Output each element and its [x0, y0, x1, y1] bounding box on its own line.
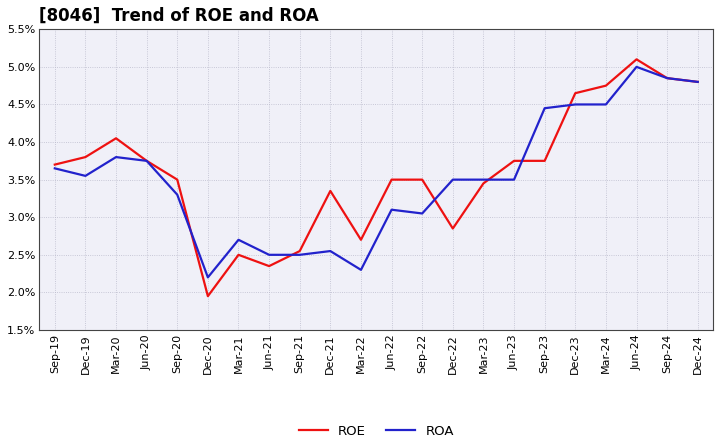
ROE	[234, 252, 243, 257]
ROE	[602, 83, 611, 88]
ROA	[571, 102, 580, 107]
ROE	[632, 57, 641, 62]
ROA	[510, 177, 518, 182]
ROE	[112, 136, 120, 141]
ROE	[295, 249, 304, 254]
ROE	[449, 226, 457, 231]
ROE	[265, 264, 274, 269]
ROA	[326, 249, 335, 254]
ROA	[295, 252, 304, 257]
ROA	[265, 252, 274, 257]
Legend: ROE, ROA: ROE, ROA	[294, 421, 458, 440]
ROA	[479, 177, 487, 182]
ROE	[540, 158, 549, 164]
ROE	[173, 177, 181, 182]
Text: [8046]  Trend of ROE and ROA: [8046] Trend of ROE and ROA	[40, 7, 319, 25]
ROA	[449, 177, 457, 182]
ROE	[143, 158, 151, 164]
ROA	[234, 237, 243, 242]
ROE	[326, 188, 335, 194]
ROE	[510, 158, 518, 164]
ROA	[632, 64, 641, 70]
ROA	[602, 102, 611, 107]
ROA	[540, 106, 549, 111]
ROE	[479, 181, 487, 186]
ROE	[663, 76, 672, 81]
ROA	[50, 166, 59, 171]
ROA	[204, 275, 212, 280]
Line: ROE: ROE	[55, 59, 698, 296]
ROA	[693, 79, 702, 84]
ROE	[81, 154, 90, 160]
ROA	[143, 158, 151, 164]
ROA	[112, 154, 120, 160]
ROA	[81, 173, 90, 179]
ROE	[387, 177, 396, 182]
ROA	[356, 267, 365, 272]
ROE	[418, 177, 426, 182]
ROA	[418, 211, 426, 216]
ROE	[693, 79, 702, 84]
ROA	[387, 207, 396, 213]
ROA	[663, 76, 672, 81]
ROE	[50, 162, 59, 167]
ROE	[204, 293, 212, 299]
ROE	[356, 237, 365, 242]
ROE	[571, 91, 580, 96]
ROA	[173, 192, 181, 197]
Line: ROA: ROA	[55, 67, 698, 277]
